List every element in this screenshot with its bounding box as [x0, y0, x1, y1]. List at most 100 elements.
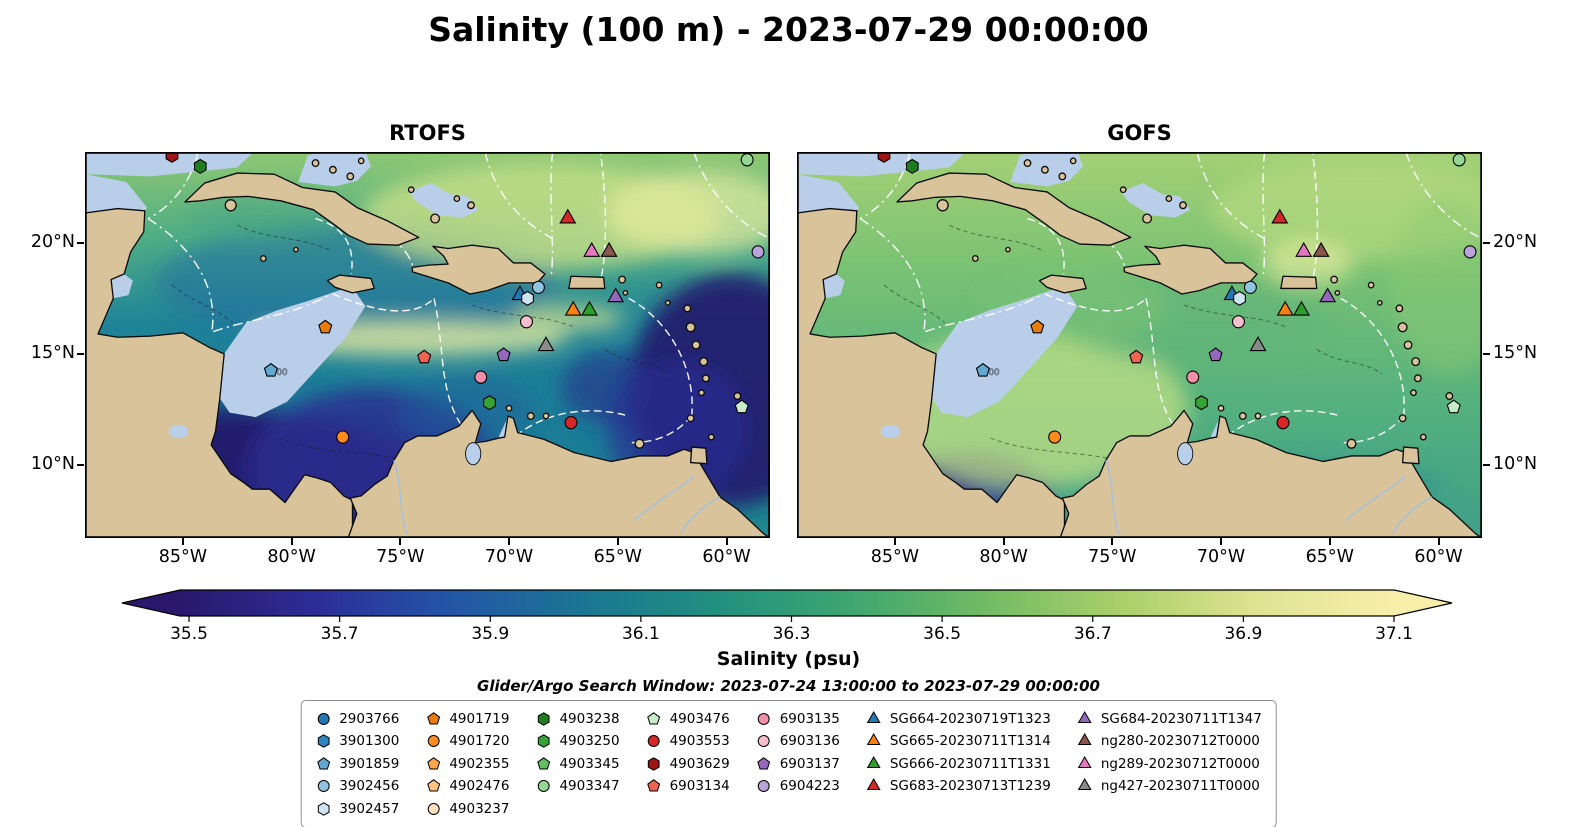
legend-item-4903476: 4903476 — [646, 708, 730, 730]
triangle-marker-icon — [866, 778, 881, 791]
legend-label: SG664-20230719T1323 — [889, 710, 1051, 727]
hexagon-marker-icon — [537, 734, 550, 749]
legend-item-SG666-20230711T1331: SG666-20230711T1331 — [866, 753, 1051, 775]
marker-6903135 — [474, 370, 488, 384]
marker-4903629 — [165, 152, 179, 163]
triangle-marker-icon — [1077, 710, 1092, 723]
legend-grid: 2903766 3901300 3901859 3902456 3902457 49017… — [315, 708, 1262, 820]
legend-item-SG683-20230713T1239: SG683-20230713T1239 — [866, 776, 1051, 798]
lat-tick-mark — [1483, 352, 1490, 355]
legend-label: 3902456 — [339, 778, 400, 795]
marker-4903250 — [483, 395, 496, 411]
legend-label: 6903135 — [779, 710, 840, 727]
circle-marker-icon — [427, 735, 440, 748]
pentagon-marker-icon — [757, 756, 771, 770]
marker-4903553 — [1276, 416, 1290, 430]
lon-tick-mark — [1111, 538, 1114, 545]
lon-tick-label: 75°W — [1088, 547, 1137, 567]
legend-label: ng289-20230712T0000 — [1100, 755, 1260, 772]
panel-title-rtofs: RTOFS — [389, 121, 466, 145]
circle-marker-icon — [317, 712, 330, 725]
legend-item-6903134: 6903134 — [646, 776, 730, 798]
lon-tick-mark — [181, 538, 184, 545]
legend: 2903766 3901300 3901859 3902456 3902457 49017… — [300, 700, 1277, 827]
colorbar-tick-label: 37.1 — [1375, 624, 1413, 644]
legend-label: 6903137 — [779, 755, 840, 772]
triangle-marker-icon — [866, 710, 881, 723]
colorbar-tick-label: 36.9 — [1224, 624, 1263, 644]
lon-tick-label: 70°W — [484, 547, 534, 567]
colorbar-tick-label: 35.9 — [471, 624, 510, 644]
hexagon-marker-icon — [317, 734, 330, 749]
lat-tick-label: 20°N — [30, 232, 75, 252]
legend-column: 4901719 4901720 4902355 4902476 4903237 — [425, 708, 509, 820]
lon-tick-label: 85°W — [158, 547, 208, 567]
marker-4903629 — [877, 152, 891, 163]
lon-tick-mark — [616, 538, 619, 545]
colorbar-tick-label: 35.5 — [170, 624, 208, 644]
marker-6903134 — [417, 349, 432, 364]
map-panel-rtofs: RTOFS 85°W 80°W 75°W 70°W 65 — [31, 121, 770, 567]
legend-item-4902355: 4902355 — [425, 753, 509, 775]
marker-SG665-20230711T1314 — [1276, 300, 1294, 316]
lon-tick-label: 80°W — [979, 547, 1028, 567]
legend-item-ng289-20230712T0000: ng289-20230712T0000 — [1077, 753, 1262, 775]
marker-SG684-20230711T1347 — [1319, 287, 1337, 303]
observation-markers-rtofs — [165, 152, 765, 444]
legend-column: SG684-20230711T1347 ng280-20230712T0000 ng… — [1077, 708, 1262, 820]
legend-item-4903553: 4903553 — [646, 731, 730, 753]
lon-tick-label: 85°W — [870, 547, 920, 567]
marker-4901720 — [336, 430, 350, 444]
legend-label: SG683-20230713T1239 — [889, 778, 1051, 795]
legend-item-3901300: 3901300 — [315, 731, 399, 753]
lat-tick-mark — [77, 242, 84, 244]
legend-label: 4903345 — [559, 755, 620, 772]
marker-6903134 — [1129, 349, 1144, 364]
colorbar-tick-label: 36.1 — [621, 624, 660, 644]
marker-6904223 — [1463, 245, 1477, 259]
marker-6903135 — [1186, 370, 1200, 384]
marker-4901720 — [1048, 430, 1062, 444]
marker-6903136 — [1231, 315, 1245, 329]
marker-4903553 — [564, 416, 578, 430]
marker-ng289-20230712T0000 — [1295, 241, 1313, 257]
circle-marker-icon — [647, 735, 660, 748]
triangle-marker-icon — [866, 733, 881, 746]
triangle-marker-icon — [1077, 778, 1092, 791]
lon-tick-label: 65°W — [1305, 547, 1354, 567]
legend-label: 4901720 — [449, 733, 510, 750]
legend-label: 4903250 — [559, 733, 620, 750]
lon-tick-mark — [893, 538, 896, 545]
colorbar-tick-label: 35.7 — [320, 624, 359, 644]
salinity-map-gofs — [797, 152, 1482, 538]
legend-item-SG664-20230719T1323: SG664-20230719T1323 — [866, 708, 1051, 730]
legend-label: 4903238 — [559, 710, 620, 727]
marker-3902456 — [531, 280, 545, 294]
legend-item-6904223: 6904223 — [756, 776, 840, 798]
colorbar: 35.5 35.7 35.9 36.1 36.3 36.5 36.7 36.9 37.1 — [120, 588, 1454, 648]
marker-SG666-20230711T1331 — [581, 300, 598, 316]
colorbar-tick-label: 36.5 — [923, 624, 962, 644]
lat-tick-label: 15°N — [30, 342, 75, 363]
pentagon-marker-icon — [647, 711, 661, 725]
lon-tick-mark — [1220, 538, 1222, 545]
legend-label: 4902355 — [449, 755, 510, 772]
legend-item-6903137: 6903137 — [756, 753, 840, 775]
pentagon-marker-icon — [316, 756, 330, 770]
legend-label: 4901719 — [449, 710, 510, 727]
legend-label: 4903347 — [559, 778, 620, 795]
lat-tick-mark — [1483, 463, 1490, 466]
lat-tick-label: 15°N — [1493, 342, 1538, 363]
marker-SG665-20230711T1314 — [564, 300, 582, 316]
lat-tick-label: 10°N — [1493, 453, 1538, 474]
legend-label: 4903476 — [669, 710, 730, 727]
legend-label: SG684-20230711T1347 — [1100, 710, 1262, 727]
figure-title: Salinity (100 m) - 2023-07-29 00:00:00 — [428, 10, 1149, 49]
legend-item-4903347: 4903347 — [535, 776, 620, 798]
legend-label: SG665-20230711T1314 — [889, 733, 1051, 750]
marker-4903347 — [740, 153, 754, 167]
marker-6903137 — [496, 347, 511, 362]
marker-ng280-20230712T0000 — [600, 241, 618, 257]
legend-label: 4902476 — [449, 778, 510, 795]
